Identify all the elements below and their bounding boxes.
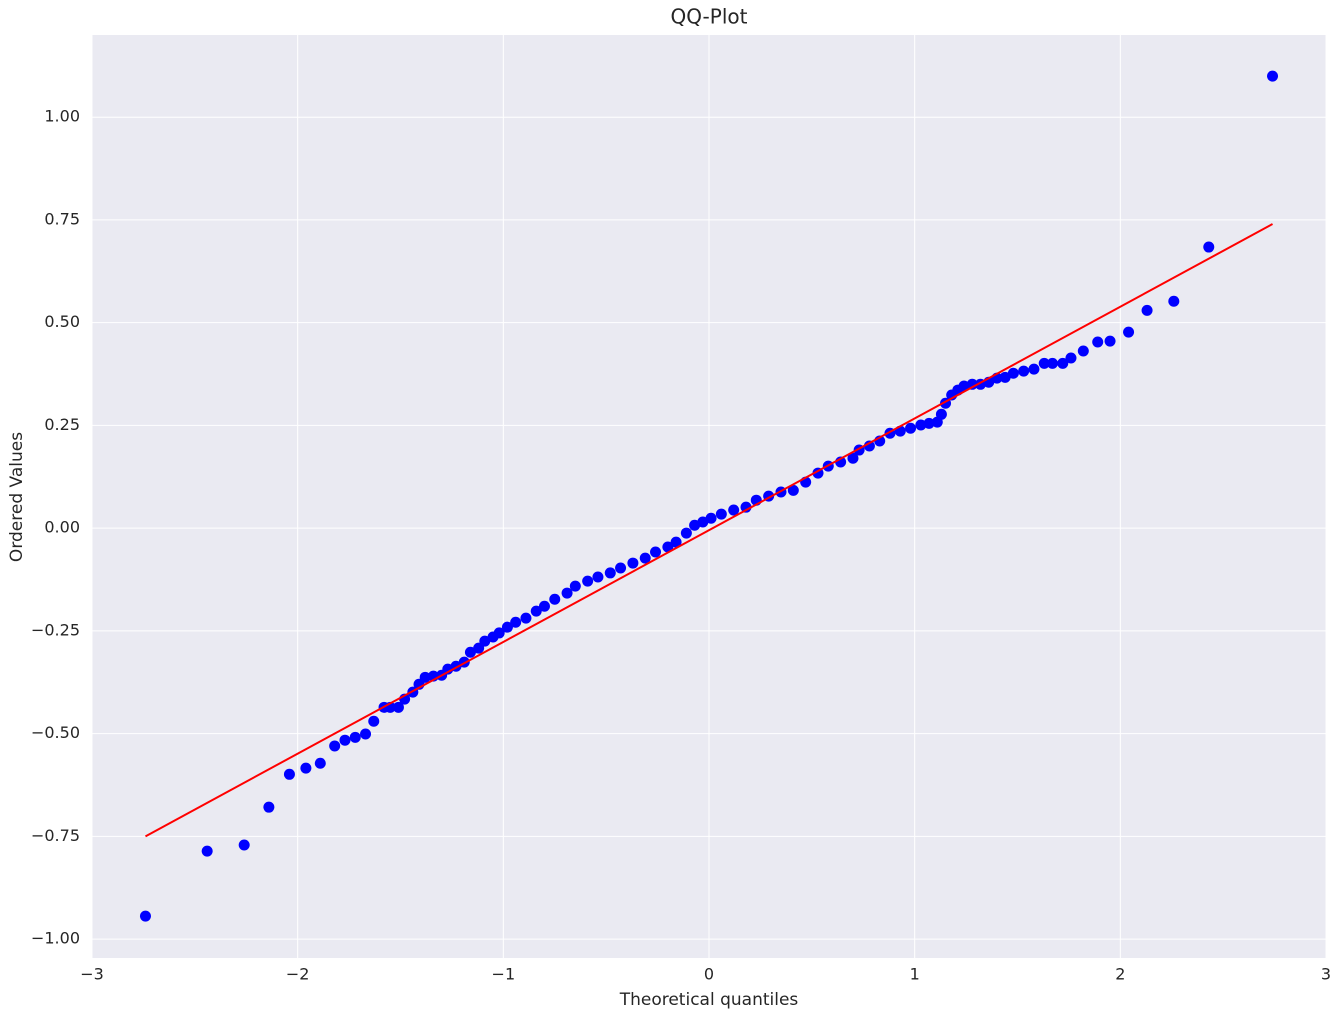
point bbox=[419, 671, 431, 683]
point bbox=[999, 371, 1011, 383]
x-tick-label: −2 bbox=[286, 965, 310, 984]
point bbox=[787, 484, 799, 496]
point bbox=[549, 593, 561, 605]
point bbox=[1123, 326, 1135, 338]
point bbox=[349, 731, 361, 743]
y-tick-label: −0.75 bbox=[31, 826, 80, 845]
point bbox=[689, 519, 701, 531]
point bbox=[1065, 352, 1077, 364]
grid bbox=[91, 35, 1327, 958]
point bbox=[329, 740, 341, 752]
point bbox=[1057, 357, 1069, 369]
point bbox=[368, 715, 380, 727]
point bbox=[680, 527, 692, 539]
point bbox=[639, 552, 651, 564]
point bbox=[561, 587, 573, 599]
point bbox=[1141, 304, 1153, 316]
y-tick-label: −0.50 bbox=[31, 723, 80, 742]
point bbox=[283, 768, 295, 780]
x-tick-label: 3 bbox=[1321, 965, 1331, 984]
x-tick-label: −3 bbox=[80, 965, 104, 984]
point bbox=[923, 417, 935, 429]
point bbox=[847, 452, 859, 464]
point bbox=[615, 562, 627, 574]
point bbox=[314, 757, 326, 769]
point bbox=[1046, 357, 1058, 369]
point bbox=[201, 845, 213, 857]
point bbox=[339, 734, 351, 746]
point bbox=[1203, 241, 1215, 253]
point bbox=[935, 408, 947, 420]
point bbox=[592, 571, 604, 583]
point bbox=[263, 801, 275, 813]
y-tick-label: 1.00 bbox=[44, 107, 80, 126]
point bbox=[958, 380, 970, 392]
point bbox=[1018, 365, 1030, 377]
point bbox=[569, 580, 581, 592]
chart-title: QQ-Plot bbox=[671, 5, 748, 29]
point bbox=[1168, 295, 1180, 307]
x-tick-label: 1 bbox=[910, 965, 920, 984]
x-tick-label: 0 bbox=[704, 965, 714, 984]
point bbox=[915, 419, 927, 431]
point bbox=[715, 508, 727, 520]
y-axis-title: Ordered Values bbox=[7, 432, 27, 562]
point bbox=[510, 616, 522, 628]
point bbox=[139, 910, 151, 922]
point bbox=[627, 557, 639, 569]
point bbox=[501, 621, 513, 633]
point bbox=[966, 378, 978, 390]
fit-line bbox=[144, 223, 1274, 838]
point bbox=[238, 839, 250, 851]
point bbox=[740, 501, 752, 513]
x-axis-title: Theoretical quantiles bbox=[619, 990, 799, 1010]
point bbox=[1007, 367, 1019, 379]
y-tick-label: 0.00 bbox=[44, 518, 80, 537]
x-tick-label: 2 bbox=[1115, 965, 1125, 984]
point bbox=[1104, 335, 1116, 347]
point bbox=[604, 567, 616, 579]
point bbox=[1092, 336, 1104, 348]
point bbox=[705, 512, 717, 524]
point bbox=[728, 504, 740, 516]
point bbox=[464, 646, 476, 658]
point bbox=[863, 440, 875, 452]
x-tick-label: −1 bbox=[492, 965, 516, 984]
point bbox=[582, 575, 594, 587]
point bbox=[392, 701, 404, 713]
y-tick-label: −0.25 bbox=[31, 620, 80, 639]
y-tick-label: 0.75 bbox=[44, 209, 80, 228]
point bbox=[493, 627, 505, 639]
point bbox=[520, 612, 532, 624]
point bbox=[300, 762, 312, 774]
y-tick-label: 0.50 bbox=[44, 312, 80, 331]
point bbox=[530, 605, 542, 617]
point bbox=[1077, 345, 1089, 357]
point bbox=[360, 728, 372, 740]
y-tick-label: 0.25 bbox=[44, 415, 80, 434]
point bbox=[697, 516, 709, 528]
point bbox=[1038, 357, 1050, 369]
point bbox=[538, 600, 550, 612]
point bbox=[650, 546, 662, 558]
point bbox=[905, 422, 917, 434]
marks bbox=[139, 70, 1279, 922]
point bbox=[1267, 70, 1279, 82]
point bbox=[479, 635, 491, 647]
point bbox=[1028, 363, 1040, 375]
y-tick-label: −1.00 bbox=[31, 929, 80, 948]
point bbox=[670, 536, 682, 548]
point bbox=[662, 541, 674, 553]
